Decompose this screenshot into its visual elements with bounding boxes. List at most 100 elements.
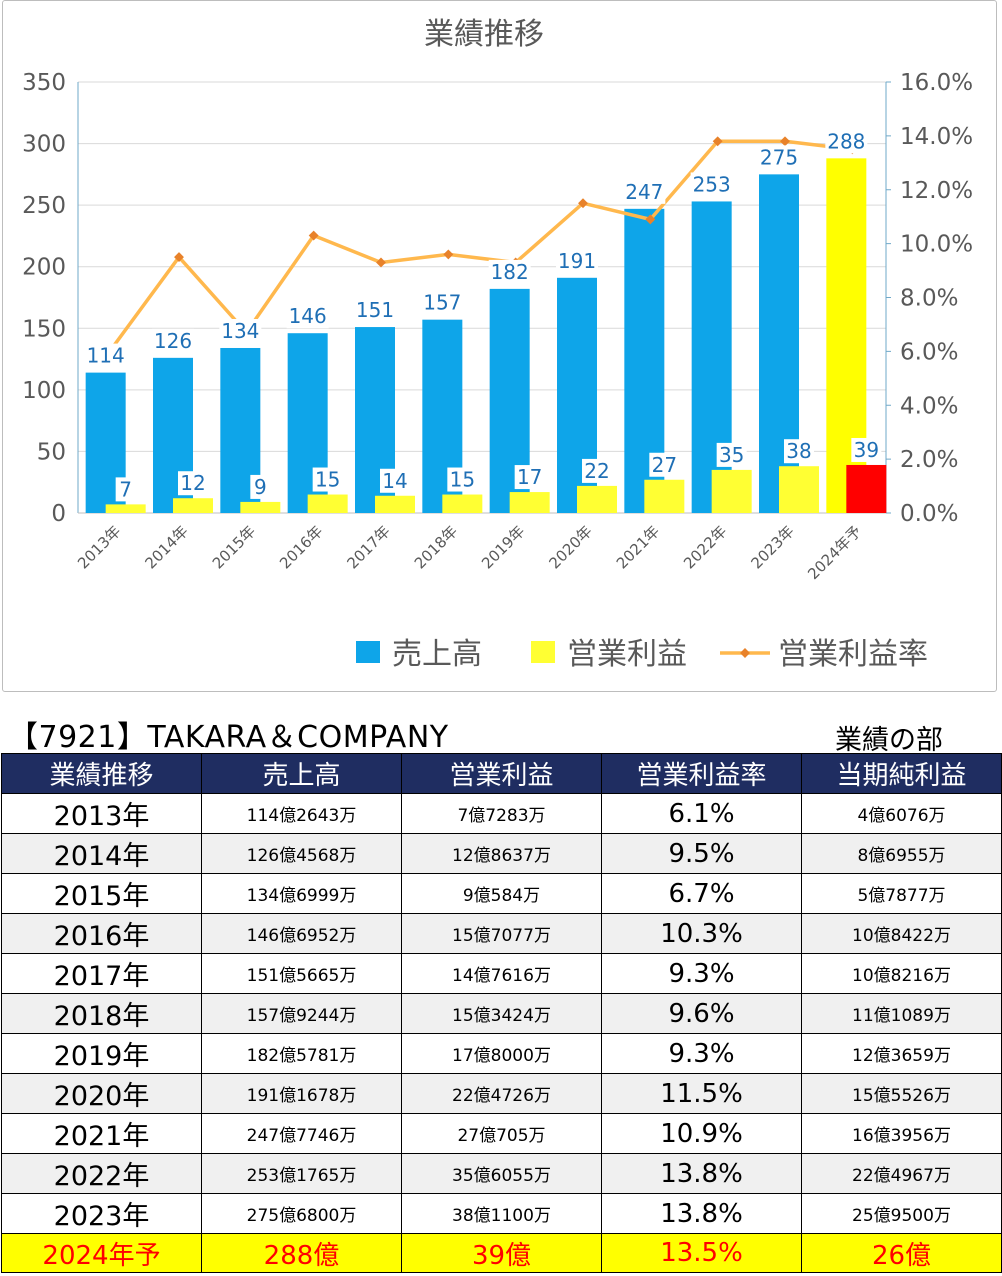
operating-profit-data-label: 35 (719, 443, 744, 467)
sales-data-label: 134 (221, 319, 259, 343)
cell-operating-margin: 10.9% (601, 1113, 802, 1154)
cell-sales-forecast: 288億 (201, 1233, 402, 1273)
cell-year: 2013年 (1, 793, 202, 834)
legend-swatch-operating-profit (531, 641, 555, 663)
operating-profit-data-label: 14 (382, 469, 407, 493)
cell-operating-margin: 9.5% (601, 833, 802, 874)
cell-net-income: 25億9500万 (801, 1193, 1002, 1234)
operating-profit-bar (442, 494, 483, 513)
cell-operating-margin: 6.7% (601, 873, 802, 914)
legend-swatch-sales (356, 641, 380, 663)
cell-operating-margin: 6.1% (601, 793, 802, 834)
operating-margin-marker (712, 136, 723, 147)
cell-year: 2022年 (1, 1153, 202, 1194)
cell-operating-profit: 27億705万 (401, 1113, 602, 1154)
table-row: 2014年 126億4568万 12億8637万 9.5% 8億6955万 (1, 833, 1002, 874)
header-net-income: 当期純利益 (801, 753, 1002, 794)
cell-net-income: 16億3956万 (801, 1113, 1002, 1154)
table-row: 2013年 114億2643万 7億7283万 6.1% 4億6076万 (1, 793, 1002, 834)
sales-data-label: 126 (154, 329, 192, 353)
legend-label-operating-margin: 営業利益率 (778, 637, 928, 672)
cell-net-income: 4億6076万 (801, 793, 1002, 834)
section-title: 業績の部 (835, 725, 943, 756)
operating-profit-bar (375, 495, 415, 513)
y-left-tick-label: 300 (22, 132, 66, 158)
cell-net-income: 15億5526万 (801, 1073, 1002, 1114)
sales-data-label: 157 (423, 291, 461, 315)
performance-table: 業績推移 売上高 営業利益 営業利益率 当期純利益 2013年 114億2643万… (1, 753, 1002, 1273)
operating-profit-label-bg (115, 477, 136, 502)
legend-label-sales: 売上高 (392, 637, 482, 672)
cell-year: 2021年 (1, 1113, 202, 1154)
cell-operating-margin: 11.5% (601, 1073, 802, 1114)
sales-label-bg (84, 343, 127, 368)
sales-label-bg (556, 248, 598, 273)
table-row: 2018年 157億9244万 15億3424万 9.6% 11億1089万 (1, 993, 1002, 1034)
y-left-tick-label: 0 (51, 501, 66, 527)
cell-year: 2023年 (1, 1193, 202, 1234)
operating-profit-data-label: 9 (254, 475, 267, 499)
sales-label-bg (219, 318, 262, 343)
performance-chart: 業績推移 0 50 100 150 200 250 300 350 0.0% 2.0% 4.0% 6.0… (22, 17, 973, 672)
x-tick-label: 2021年 (613, 522, 663, 572)
operating-profit-data-label: 12 (180, 471, 205, 495)
operating-profit-label-bg (312, 467, 343, 492)
cell-operating-margin: 10.3% (601, 913, 802, 954)
table-row-forecast: 2024年予 288億 39億 13.5% 26億 (1, 1233, 1002, 1273)
operating-profit-bar (846, 464, 887, 513)
operating-profit-bar (779, 466, 819, 513)
cell-operating-margin-forecast: 13.5% (601, 1233, 802, 1273)
cell-operating-margin: 9.3% (601, 953, 802, 994)
sales-label-bg (152, 328, 194, 353)
cell-operating-profit: 35億6055万 (401, 1153, 602, 1194)
sales-label-bg (825, 129, 868, 154)
x-tick-label: 2023年 (747, 522, 797, 572)
cell-year: 2018年 (1, 993, 202, 1034)
sales-label-bg (488, 259, 531, 284)
operating-margin-line (110, 139, 853, 350)
operating-profit-bar (509, 492, 550, 513)
cell-year-forecast: 2024年予 (1, 1233, 202, 1273)
cell-operating-margin: 9.3% (601, 1033, 802, 1074)
cell-sales: 157億9244万 (201, 993, 402, 1034)
cell-sales: 114億2643万 (201, 793, 402, 834)
operating-profit-data-label: 38 (786, 439, 811, 463)
operating-margin-marker (578, 198, 588, 209)
operating-profit-data-label: 22 (584, 459, 609, 483)
chart-title: 業績推移 (424, 17, 544, 52)
operating-profit-data-label: 27 (652, 453, 677, 477)
header-operating-margin: 営業利益率 (601, 753, 802, 794)
legend-marker-operating-margin (740, 648, 750, 658)
legend-label-operating-profit: 営業利益 (567, 637, 687, 672)
cell-net-income: 8億6955万 (801, 833, 1002, 874)
operating-profit-label-bg (178, 471, 208, 496)
sales-data-label: 288 (827, 129, 865, 153)
operating-margin-marker (780, 136, 790, 147)
operating-margin-marker (443, 249, 454, 260)
cell-sales: 253億1765万 (201, 1153, 402, 1194)
operating-margin-marker (174, 252, 184, 263)
x-tick-label: 2024年予 (804, 522, 865, 583)
operating-profit-data-label: 39 (854, 438, 879, 462)
cell-net-income: 10億8422万 (801, 913, 1002, 954)
cell-operating-profit-forecast: 39億 (401, 1233, 602, 1273)
cell-year: 2016年 (1, 913, 202, 954)
y-right-tick-label: 2.0% (900, 447, 958, 473)
x-tick-label: 2016年 (276, 522, 326, 572)
header-period: 業績推移 (1, 753, 202, 794)
table-header-row: 業績推移 売上高 営業利益 営業利益率 当期純利益 (1, 753, 1002, 794)
cell-year: 2014年 (1, 833, 202, 874)
sales-data-label: 114 (87, 344, 125, 368)
operating-profit-data-label: 15 (315, 468, 340, 492)
sales-label-bg (286, 304, 329, 329)
sales-data-label: 151 (356, 298, 394, 322)
operating-profit-label-bg (514, 465, 545, 490)
cell-sales: 191億1678万 (201, 1073, 402, 1114)
operating-profit-data-label: 17 (517, 465, 542, 489)
cell-net-income: 22億4967万 (801, 1153, 1002, 1194)
cell-sales: 134億6999万 (201, 873, 402, 914)
operating-margin-marker (645, 214, 656, 225)
cell-operating-margin: 13.8% (601, 1193, 802, 1234)
cell-net-income: 5億7877万 (801, 873, 1002, 914)
cell-year: 2020年 (1, 1073, 202, 1114)
